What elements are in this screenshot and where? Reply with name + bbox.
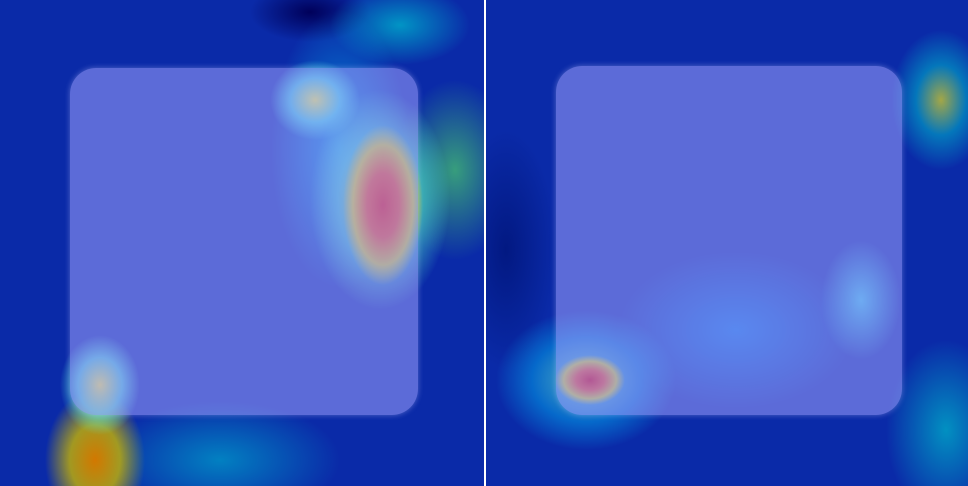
heatmap-panel-left (0, 0, 484, 486)
object-overlay (70, 68, 418, 415)
panel-divider (484, 0, 486, 486)
heatmap-panel-right (486, 0, 968, 486)
object-overlay (556, 66, 902, 415)
